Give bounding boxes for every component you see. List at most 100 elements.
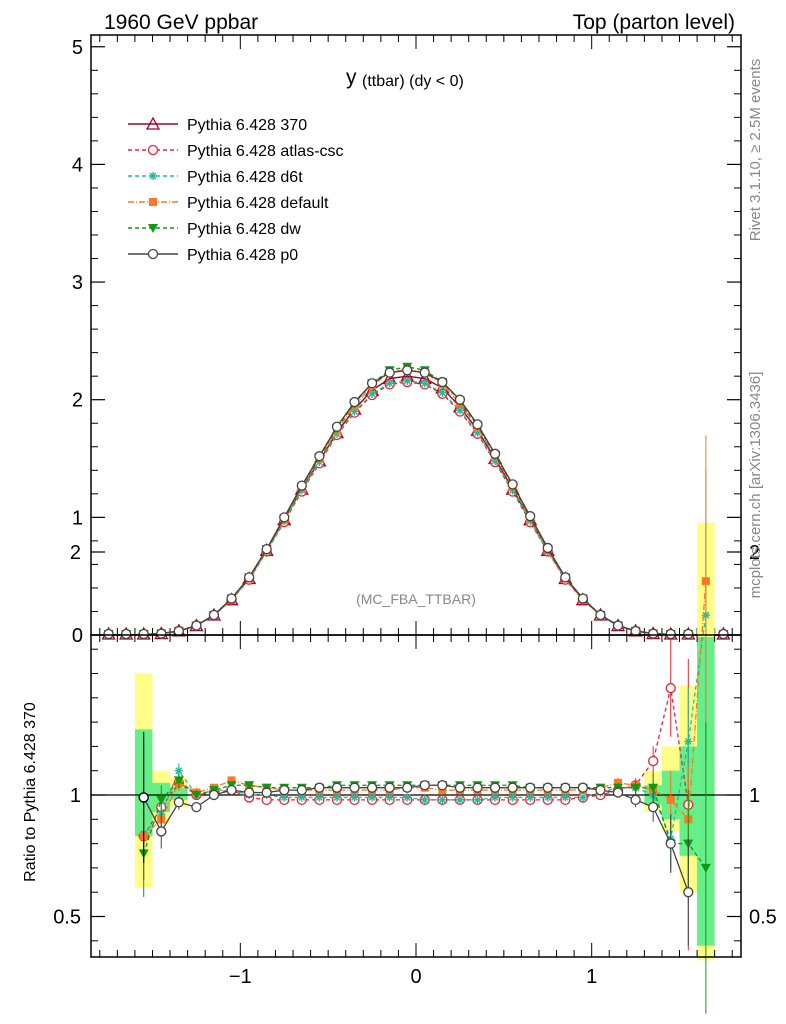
ratio-data-point: [349, 782, 360, 793]
ratio-series-3: [138, 722, 711, 1014]
legend-label: Pythia 6.428 atlas-csc: [187, 143, 344, 160]
ratio-data-point: [491, 793, 500, 802]
legend-marker: [149, 198, 157, 206]
main-data-point: [525, 511, 536, 522]
ratio-data-point: [420, 795, 429, 804]
main-data-point: [279, 512, 290, 523]
ratio-data-point: [577, 782, 589, 793]
ratio-data-point: [561, 793, 570, 802]
legend-label: Pythia 6.428 370: [187, 117, 307, 134]
ratio-data-point: [489, 782, 501, 793]
main-data-point: [420, 379, 429, 388]
ratio-data-point: [472, 782, 483, 793]
main-data-point: [560, 572, 571, 583]
ratio-data-point: [173, 776, 184, 786]
legend-marker: [145, 116, 161, 130]
legend-label: Pythia 6.428 default: [187, 195, 329, 212]
main-data-point: [472, 419, 483, 430]
ratio-data-point: [543, 793, 552, 802]
ratio-y-tick-label: 1: [70, 785, 81, 807]
ratio-series-group: [138, 435, 711, 1014]
main-data-point: [261, 543, 272, 555]
x-tick-label: 1: [586, 966, 597, 988]
ratio-uncertainty-bands: [134, 522, 715, 961]
ratio-data-point: [526, 793, 535, 802]
main-data-point: [385, 379, 394, 388]
ratio-series-line: [143, 615, 707, 842]
main-data-point: [542, 542, 553, 554]
ratio-y-tick-label-right: 1: [749, 785, 760, 807]
ratio-series-2: [139, 435, 710, 881]
ratio-data-point: [648, 783, 659, 793]
ratio-data-point: [385, 793, 394, 802]
ratio-data-point: [665, 838, 676, 849]
x-tick-label: 0: [410, 966, 421, 988]
ratio-series-1: [139, 469, 710, 878]
ratio-series-line: [143, 779, 707, 869]
main-data-point: [331, 421, 343, 432]
legend-label: Pythia 6.428 p0: [187, 247, 298, 264]
main-panel: 0 1 2 3 4 5 y (ttbar) (dy < 0) (MC_FBA_TTBAR)…: [72, 34, 742, 647]
ratio-y-tick-label: 2: [70, 542, 81, 564]
ratio-data-point: [560, 782, 571, 793]
legend: Pythia 6.428 370 Pythia 6.428 atlas-csc Py…: [128, 116, 344, 264]
main-data-point: [648, 628, 659, 639]
header-energy-label: 1960 GeV ppbar: [104, 11, 258, 34]
ratio-data-point: [261, 787, 272, 798]
ratio-data-point: [542, 782, 553, 793]
main-data-point: [438, 388, 447, 397]
plot-title-y: y: [346, 66, 357, 89]
plot-title-rest: (ttbar) (dy < 0): [362, 73, 464, 90]
ratio-data-point: [437, 780, 448, 791]
ratio-data-point: [666, 795, 675, 804]
ratio-data-point: [612, 787, 624, 798]
ratio-data-point: [243, 787, 255, 798]
main-data-point: [437, 376, 448, 388]
main-data-point: [577, 593, 589, 604]
ratio-data-point: [173, 797, 184, 808]
ratio-data-point: [332, 793, 341, 802]
legend-label: Pythia 6.428 d6t: [187, 169, 303, 186]
main-data-point: [403, 376, 412, 385]
legend-marker: [148, 224, 158, 233]
main-data-point: [120, 628, 132, 640]
ratio-data-point: [630, 794, 641, 806]
main-data-point: [156, 628, 167, 639]
ratio-data-point: [191, 802, 202, 813]
ratio-y-tick-label-right: 2: [749, 542, 760, 564]
ratio-series-line: [143, 784, 689, 893]
main-data-point: [455, 406, 464, 415]
ratio-data-point: [191, 791, 202, 800]
main-y-tick-label: 1: [72, 507, 83, 529]
main-data-point: [296, 480, 307, 491]
mcplots-source-label: mcplots.cern.ch [arXiv:1306.3436]: [747, 372, 764, 599]
main-y-tick-label: 5: [72, 37, 83, 59]
main-data-point: [243, 572, 255, 583]
ratio-data-point: [331, 782, 343, 793]
ratio-data-point: [419, 780, 430, 791]
ratio-data-point: [350, 793, 359, 802]
ratio-data-point: [315, 793, 324, 802]
ratio-data-point: [208, 789, 220, 801]
ratio-data-point: [665, 682, 676, 694]
main-data-point: [226, 593, 237, 604]
main-data-point: [208, 609, 220, 621]
ratio-data-point: [507, 782, 518, 793]
ratio-data-point: [384, 782, 395, 793]
main-data-point: [366, 378, 378, 389]
ratio-y-tick-label: 0.5: [53, 907, 81, 929]
main-y-tick-label: 3: [72, 272, 83, 294]
ratio-data-point: [314, 782, 325, 793]
ratio-data-point: [630, 783, 641, 793]
main-data-point: [314, 451, 325, 462]
ratio-data-point: [402, 782, 413, 793]
main-y-ticks: 0 1 2 3 4 5: [72, 35, 741, 647]
ratio-data-point: [701, 577, 710, 586]
ratio-data-point: [403, 793, 412, 802]
ratio-series-line: [143, 687, 689, 837]
analysis-watermark: (MC_FBA_TTBAR): [356, 591, 476, 607]
main-y-tick-label: 0: [72, 625, 83, 647]
ratio-y-axis-label: Ratio to Pythia 6.428 370: [22, 702, 39, 882]
legend-marker: [147, 144, 159, 156]
